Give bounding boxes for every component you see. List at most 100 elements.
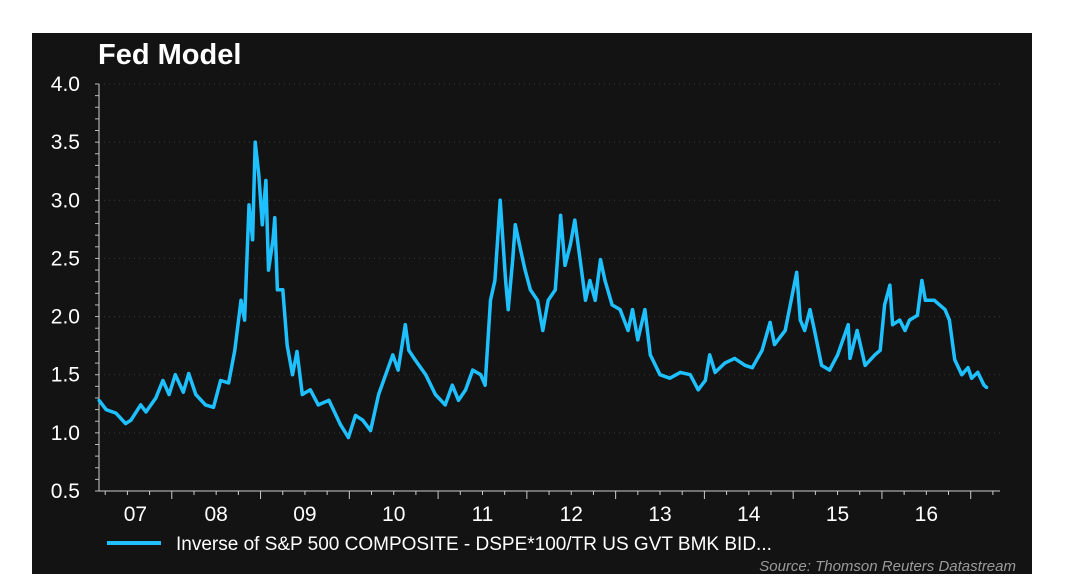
data-point [523,268,527,272]
x-tick-label: 15 [826,503,849,526]
x-tick-label: 14 [737,503,761,526]
data-point [878,348,882,352]
data-point [750,366,754,370]
data-point [493,278,497,283]
data-point [760,348,764,352]
data-point [848,356,852,361]
data-point [346,435,351,440]
data-point [743,363,747,368]
data-point [384,373,388,377]
data-point [966,366,970,370]
data-point [479,373,483,377]
data-point [266,268,271,272]
y-tick-label: 3.5 [51,131,80,154]
data-point [960,373,964,377]
data-point [920,278,924,283]
data-point [233,348,237,352]
y-tick-label: 2.5 [51,247,80,270]
data-point [250,238,255,242]
data-point [798,318,802,322]
data-point [915,313,920,318]
data-point [985,385,989,390]
data-point [506,307,510,312]
gridlines [99,83,1000,434]
x-tick-label: 13 [648,503,671,526]
data-point [819,363,824,368]
data-point [535,298,540,302]
data-point [593,298,597,302]
data-point [643,307,647,312]
data-point [377,392,381,397]
data-point [668,376,672,380]
data-point [513,223,517,227]
data-point [456,398,461,402]
data-point [295,349,299,354]
data-point [618,307,622,312]
data-point [648,353,652,357]
data-point [713,370,717,374]
data-point [173,373,177,377]
data-point [598,257,603,262]
data-point [187,371,191,376]
series-layer [97,140,989,440]
data-point [932,298,936,302]
data-point [873,353,877,357]
data-point [898,318,902,322]
data-point [583,298,588,302]
x-tick-label: 07 [124,503,147,526]
x-tick-label: 08 [204,503,227,526]
data-point [154,396,158,400]
data-point [464,388,468,392]
data-point [883,303,887,307]
data-point [696,388,700,392]
data-point [471,368,475,372]
data-point [803,328,807,333]
data-point [257,173,261,177]
data-point [275,288,280,292]
y-tick-label: 1.0 [51,422,80,445]
x-tick-label: 10 [382,503,405,526]
x-tick-label: 16 [915,503,938,526]
data-point [658,373,662,377]
data-point [308,388,312,392]
data-point [528,288,533,292]
data-point [630,307,635,312]
data-point [568,242,572,247]
data-point [247,203,251,207]
data-point [488,298,493,302]
data-point [396,368,400,372]
data-point [808,307,812,312]
data-point [688,373,692,377]
data-point [361,418,365,422]
data-point [114,411,118,415]
data-point [903,328,907,333]
series-line [97,140,988,440]
data-point [588,278,592,283]
data-point [391,353,395,357]
source-note: Source: Thomson Reuters Datastream [759,558,1016,575]
data-point [194,392,198,397]
data-point [835,353,840,357]
y-tick-label: 3.0 [51,189,80,212]
data-point [167,392,171,397]
data-point [413,357,417,362]
data-point [450,383,454,387]
data-point [300,392,304,397]
data-point [369,428,373,433]
data-point [327,398,331,402]
x-tick-label: 09 [293,503,316,526]
data-point [124,421,128,426]
data-point [855,328,859,333]
data-point [139,403,143,407]
y-tick-label: 2.0 [51,306,80,329]
data-point [783,328,787,333]
data-point [503,278,508,283]
data-point [242,318,247,322]
y-tick-label: 0.5 [51,480,80,503]
y-axis-ticks: 0.5 1.0 1.5 2.0 2.5 3.0 3.5 4.0 [51,73,99,503]
data-point [271,238,275,242]
data-point [812,328,817,333]
data-point [703,378,707,383]
data-point [553,288,557,292]
